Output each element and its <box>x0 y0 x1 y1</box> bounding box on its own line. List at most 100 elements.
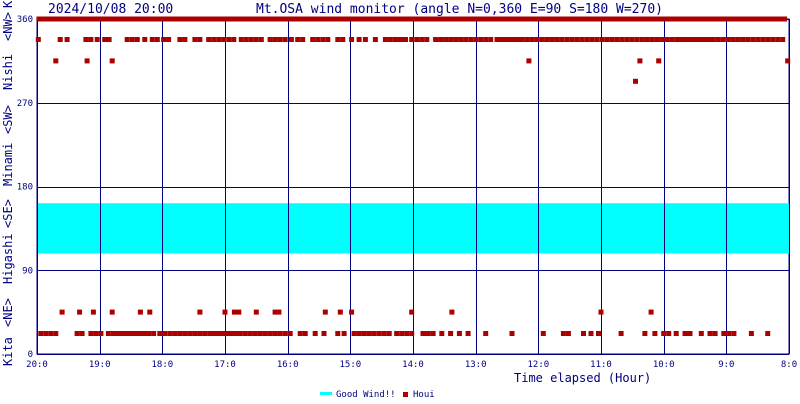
data-point <box>492 16 498 22</box>
data-point <box>177 37 183 42</box>
data-point <box>430 331 436 336</box>
data-point <box>229 16 235 22</box>
data-point <box>654 16 660 22</box>
data-point <box>554 16 559 22</box>
data-point <box>75 16 81 22</box>
data-point <box>391 16 397 22</box>
x-tick-label: 11:0 <box>590 360 612 370</box>
data-point <box>579 37 585 42</box>
data-point <box>404 16 410 22</box>
y-tick-label: 0 <box>28 350 33 360</box>
data-point <box>262 331 268 336</box>
data-point <box>134 37 140 42</box>
data-point <box>45 16 51 22</box>
data-point <box>236 309 242 315</box>
data-point <box>267 331 273 336</box>
data-point <box>334 16 340 22</box>
data-point <box>633 16 638 22</box>
data-point <box>588 331 594 336</box>
data-point <box>58 16 64 22</box>
data-point <box>444 16 450 22</box>
data-point <box>584 37 590 42</box>
data-point <box>57 37 63 42</box>
data-point <box>105 331 111 336</box>
data-point <box>177 331 183 336</box>
data-point <box>253 309 259 315</box>
data-point <box>260 16 266 22</box>
data-point <box>128 16 134 22</box>
data-point <box>559 37 565 42</box>
data-point <box>403 37 408 42</box>
data-point <box>594 37 600 42</box>
data-point <box>79 331 85 336</box>
data-point <box>273 16 279 22</box>
data-point <box>146 331 151 336</box>
data-point <box>589 37 595 42</box>
data-point <box>84 16 90 22</box>
data-point <box>510 16 516 22</box>
data-point <box>624 16 630 22</box>
data-point <box>571 16 577 22</box>
data-point <box>89 16 94 22</box>
data-point <box>619 16 625 22</box>
data-point <box>351 331 357 336</box>
data-point <box>382 37 388 42</box>
data-point <box>461 16 467 22</box>
data-point <box>53 58 59 64</box>
data-point <box>137 16 143 22</box>
x-axis-label: Time elapsed (Hour) <box>514 371 651 385</box>
data-point <box>676 16 682 22</box>
data-point <box>654 37 660 42</box>
data-point <box>365 16 371 22</box>
data-point <box>387 16 393 22</box>
data-point <box>126 331 131 336</box>
data-point <box>106 37 112 42</box>
data-point <box>659 37 665 42</box>
data-point <box>527 16 533 22</box>
data-point <box>435 16 441 22</box>
data-point <box>433 37 439 42</box>
data-point <box>466 16 472 22</box>
data-point <box>321 16 327 22</box>
data-point <box>253 37 259 42</box>
y-axis-label-part: Kita <box>1 0 15 8</box>
data-point <box>49 16 55 22</box>
data-point <box>532 16 538 22</box>
data-point <box>738 16 744 22</box>
data-point <box>584 16 590 22</box>
data-point <box>729 16 735 22</box>
data-point <box>182 331 188 336</box>
data-point <box>276 309 282 315</box>
chart-title: Mt.OSA wind monitor (angle N=0,360 E=90 … <box>256 2 663 17</box>
data-point <box>642 331 648 336</box>
data-point <box>119 16 125 22</box>
data-point <box>194 16 200 22</box>
data-point <box>770 37 776 42</box>
data-point <box>488 37 494 42</box>
data-point <box>720 16 726 22</box>
data-point <box>166 37 172 42</box>
x-tick-label: 14:0 <box>402 360 424 370</box>
data-point <box>369 16 375 22</box>
data-point <box>387 37 393 42</box>
data-point <box>569 37 575 42</box>
data-point <box>514 16 520 22</box>
data-point <box>725 16 731 22</box>
data-point <box>308 16 314 22</box>
data-point <box>189 16 195 22</box>
data-point <box>409 331 415 336</box>
data-point <box>109 58 115 64</box>
data-point <box>705 37 710 42</box>
data-point <box>711 16 717 22</box>
y-axis-tick-labels: 0 90 180 270 360 <box>17 15 33 360</box>
data-point <box>163 16 169 22</box>
data-point <box>501 16 507 22</box>
data-point <box>272 309 278 315</box>
data-point <box>668 16 674 22</box>
data-point <box>277 37 283 42</box>
data-point <box>277 331 283 336</box>
data-point <box>707 16 713 22</box>
data-point <box>700 37 705 42</box>
data-point <box>93 16 99 22</box>
data-point <box>420 331 426 336</box>
